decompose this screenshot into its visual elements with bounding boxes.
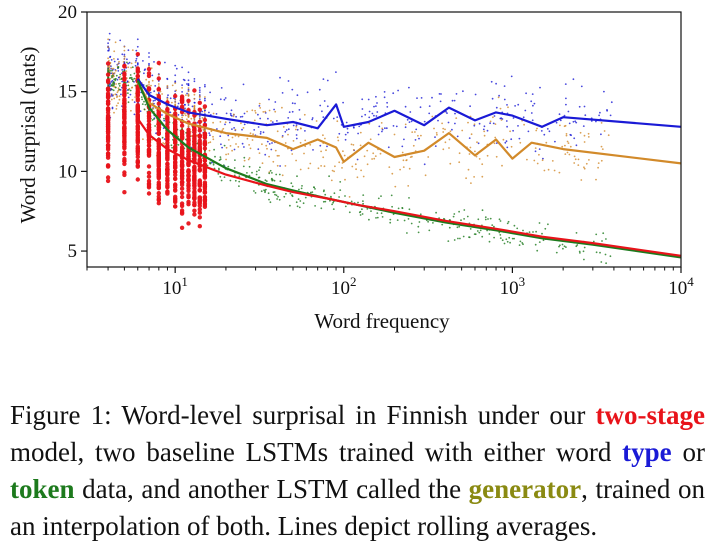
rolling-average-lines-layer [136,78,682,259]
surprisal-chart: 5 10 15 20 101 102 103 104 Word frequency Word … [16,2,694,333]
figure-caption: Figure 1: Word-level surprisal in Finnis… [10,397,705,545]
plot-frame [86,11,682,268]
caption-text-4: data, and another LSTM called the [74,474,469,504]
x-axis-label: Word frequency [314,309,450,333]
y-axis-label: Word surprisal (nats) [16,47,40,224]
surprisal-figure: 5 10 15 20 101 102 103 104 Word frequency Word … [16,2,694,333]
y-tick-label: 10 [58,161,77,182]
type-rolling-average-line [136,78,682,130]
two-stage-rolling-average-line [136,118,682,257]
x-tick-label: 101 [162,274,188,299]
caption-text-2: model, two baseline LSTMs trained with e… [10,437,623,467]
caption-text-5: , trained on an interpolation of both. L… [10,474,705,541]
x-tick-label: 104 [668,274,694,299]
caption-two-stage: two-stage [595,400,705,430]
axes-layer: 5 10 15 20 101 102 103 104 [58,2,694,299]
generator-rolling-average-line [136,81,682,165]
x-tick-label: 102 [331,274,357,299]
caption-text-3: or [671,437,705,467]
caption-text-1: Figure 1: Word-level surprisal in Finnis… [10,400,596,430]
y-tick-label: 5 [68,241,78,262]
caption-type: type [622,437,672,467]
y-tick-label: 20 [58,2,77,23]
x-tick-label: 103 [500,274,526,299]
caption-token: token [10,474,75,504]
y-tick-label: 15 [58,82,77,103]
scatter-points-layer [105,32,613,265]
caption-generator: generator [468,474,582,504]
